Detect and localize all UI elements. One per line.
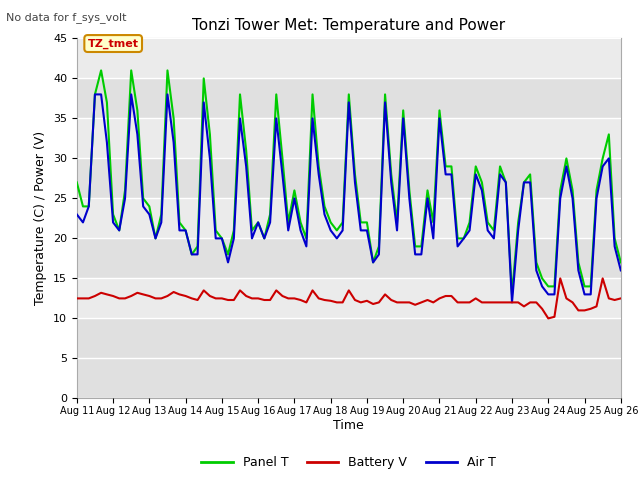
Bar	[77, 78, 621, 119]
Line: Battery V: Battery V	[77, 278, 621, 318]
Panel T	[145, 204, 153, 209]
Bar	[77, 239, 621, 278]
Text: No data for f_sys_volt: No data for f_sys_volt	[6, 12, 127, 23]
Air T	[393, 228, 401, 233]
Battery V	[212, 296, 220, 301]
Battery V	[140, 291, 147, 297]
Bar	[77, 38, 621, 78]
Panel T	[545, 284, 552, 289]
Bar	[77, 158, 621, 198]
Bar	[77, 198, 621, 239]
Battery V	[387, 297, 395, 303]
Legend: Panel T, Battery V, Air T: Panel T, Battery V, Air T	[196, 452, 501, 474]
Battery V	[73, 296, 81, 301]
Bar	[77, 278, 621, 318]
Air T	[206, 156, 214, 161]
Bar	[77, 318, 621, 359]
Air T	[145, 212, 153, 217]
Air T	[91, 92, 99, 97]
Line: Air T: Air T	[77, 95, 621, 302]
Battery V	[532, 300, 540, 305]
Text: TZ_tmet: TZ_tmet	[88, 38, 139, 48]
Battery V	[617, 296, 625, 301]
Air T	[545, 291, 552, 297]
Panel T	[611, 236, 618, 241]
Battery V	[200, 288, 207, 293]
Title: Tonzi Tower Met: Temperature and Power: Tonzi Tower Met: Temperature and Power	[192, 18, 506, 33]
Battery V	[556, 276, 564, 281]
Panel T	[393, 219, 401, 225]
Battery V	[545, 315, 552, 321]
Air T	[218, 236, 226, 241]
Air T	[617, 267, 625, 273]
Panel T	[97, 68, 105, 73]
Panel T	[206, 132, 214, 137]
Panel T	[73, 180, 81, 185]
Y-axis label: Temperature (C) / Power (V): Temperature (C) / Power (V)	[35, 132, 47, 305]
Battery V	[611, 297, 618, 303]
Panel T	[508, 291, 516, 297]
Panel T	[617, 260, 625, 265]
Bar	[77, 119, 621, 158]
Air T	[508, 300, 516, 305]
Air T	[611, 243, 618, 249]
Panel T	[218, 236, 226, 241]
Bar	[77, 359, 621, 398]
Air T	[73, 212, 81, 217]
X-axis label: Time: Time	[333, 419, 364, 432]
Line: Panel T: Panel T	[77, 71, 621, 294]
